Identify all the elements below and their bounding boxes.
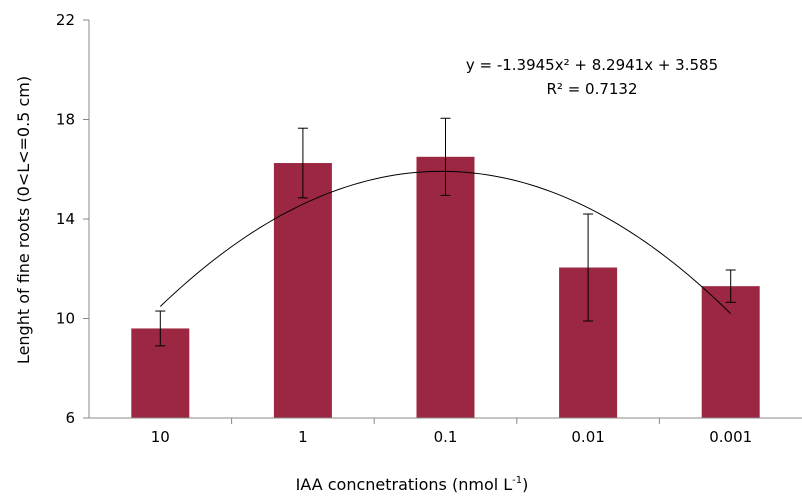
y-tick-label-10: 10 — [56, 310, 75, 328]
polynomial-trendline — [159, 170, 732, 315]
y-tick-label-22: 22 — [56, 11, 75, 29]
y-tick-label-6: 6 — [65, 409, 75, 427]
x-axis-title-main: IAA concnetrations (nmol L — [296, 475, 513, 494]
bar-1 — [273, 163, 332, 418]
x-tick-label-0.1: 0.1 — [434, 428, 458, 446]
y-ticks-group: 6 10 14 18 22 — [56, 11, 89, 427]
x-axis-title: IAA concnetrations (nmol L-1) — [296, 475, 529, 494]
bars-group — [131, 156, 760, 418]
x-tick-label-1: 1 — [298, 428, 308, 446]
x-tick-label-10: 10 — [151, 428, 170, 446]
x-axis-title-superscript: -1 — [512, 475, 522, 486]
x-axis-title-tail: ) — [522, 475, 528, 494]
trendline-r-squared: R² = 0.7132 — [546, 80, 637, 98]
error-bars-group — [155, 117, 736, 347]
y-tick-label-18: 18 — [56, 111, 75, 129]
x-ticks-group: 10 1 0.1 0.01 0.001 — [151, 418, 752, 446]
trendline-equation: y = -1.3945x² + 8.2941x + 3.585 — [466, 56, 718, 74]
bar-0.1 — [416, 156, 475, 418]
y-axis-title: Lenght of fine roots (0<L<=0.5 cm) — [14, 76, 33, 364]
bar-0.001 — [701, 286, 760, 418]
y-tick-label-14: 14 — [56, 210, 75, 228]
x-tick-label-0.001: 0.001 — [709, 428, 752, 446]
x-tick-label-0.01: 0.01 — [571, 428, 604, 446]
